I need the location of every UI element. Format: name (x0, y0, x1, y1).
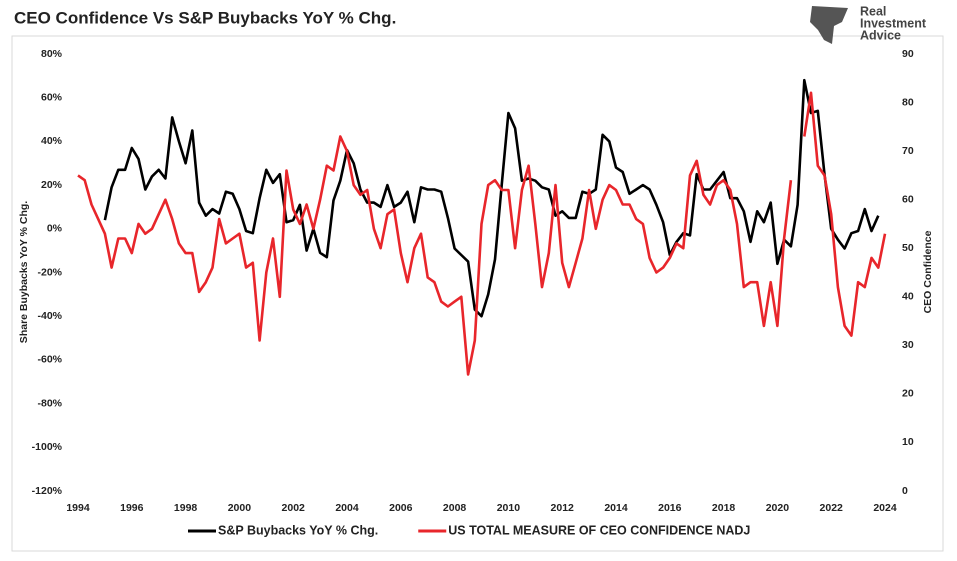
x-tick-label: 2010 (497, 502, 521, 514)
x-tick-label: 2014 (604, 502, 628, 514)
y-tick-label: 80% (41, 48, 63, 60)
x-tick-label: 2020 (766, 502, 790, 514)
y-tick-label: -120% (32, 485, 63, 497)
x-tick-label: 2008 (443, 502, 467, 514)
series-line (77, 91, 887, 376)
logo: Real Investment Advice (810, 4, 927, 44)
logo-text: Investment (860, 16, 927, 30)
logo-text: Real (860, 4, 886, 18)
x-tick-label: 2024 (873, 502, 897, 514)
logo-text: Advice (860, 28, 901, 42)
x-tick-label: 2002 (282, 502, 306, 514)
y2-tick-label: 60 (902, 193, 914, 205)
plot-frame (11, 35, 944, 552)
y-axis-label: Share Buybacks YoY % Chg. (18, 201, 30, 343)
series-line (103, 78, 880, 318)
y2-tick-label: 80 (902, 96, 914, 108)
y2-tick-label: 50 (902, 242, 914, 254)
x-tick-label: 2000 (228, 502, 252, 514)
y-tick-label: -20% (37, 266, 62, 278)
legend-label: S&P Buybacks YoY % Chg. (218, 523, 378, 537)
x-tick-label: 2006 (389, 502, 413, 514)
x-tick-label: 2012 (551, 502, 575, 514)
y-tick-label: 40% (41, 135, 63, 147)
chart-title: CEO Confidence Vs S&P Buybacks YoY % Chg… (14, 8, 396, 27)
y2-tick-label: 10 (902, 436, 914, 448)
y2-tick-label: 30 (902, 339, 914, 351)
y-tick-label: -80% (37, 397, 62, 409)
x-tick-label: 1994 (66, 502, 90, 514)
y2-tick-label: 0 (902, 485, 908, 497)
x-tick-label: 2004 (335, 502, 359, 514)
y-tick-label: -40% (37, 310, 62, 322)
y2-axis-label: CEO Confidence (922, 230, 934, 313)
legend-item: S&P Buybacks YoY % Chg. (188, 523, 378, 537)
y-tick-label: 0% (47, 223, 63, 235)
y-tick-label: -100% (32, 441, 63, 453)
legend-label: US TOTAL MEASURE OF CEO CONFIDENCE NADJ (448, 523, 750, 537)
y2-tick-label: 40 (902, 291, 914, 303)
legend-item: US TOTAL MEASURE OF CEO CONFIDENCE NADJ (418, 523, 750, 537)
y2-tick-label: 20 (902, 388, 914, 400)
y-tick-label: 20% (41, 179, 63, 191)
y-tick-label: -60% (37, 354, 62, 366)
x-tick-label: 2022 (820, 502, 844, 514)
y2-tick-label: 90 (902, 48, 914, 60)
y2-tick-label: 70 (902, 145, 914, 157)
x-tick-label: 2018 (712, 502, 736, 514)
y-tick-label: 60% (41, 91, 63, 103)
x-tick-label: 1998 (174, 502, 198, 514)
x-tick-label: 1996 (120, 502, 144, 514)
x-tick-label: 2016 (658, 502, 682, 514)
logo-icon (810, 6, 848, 44)
